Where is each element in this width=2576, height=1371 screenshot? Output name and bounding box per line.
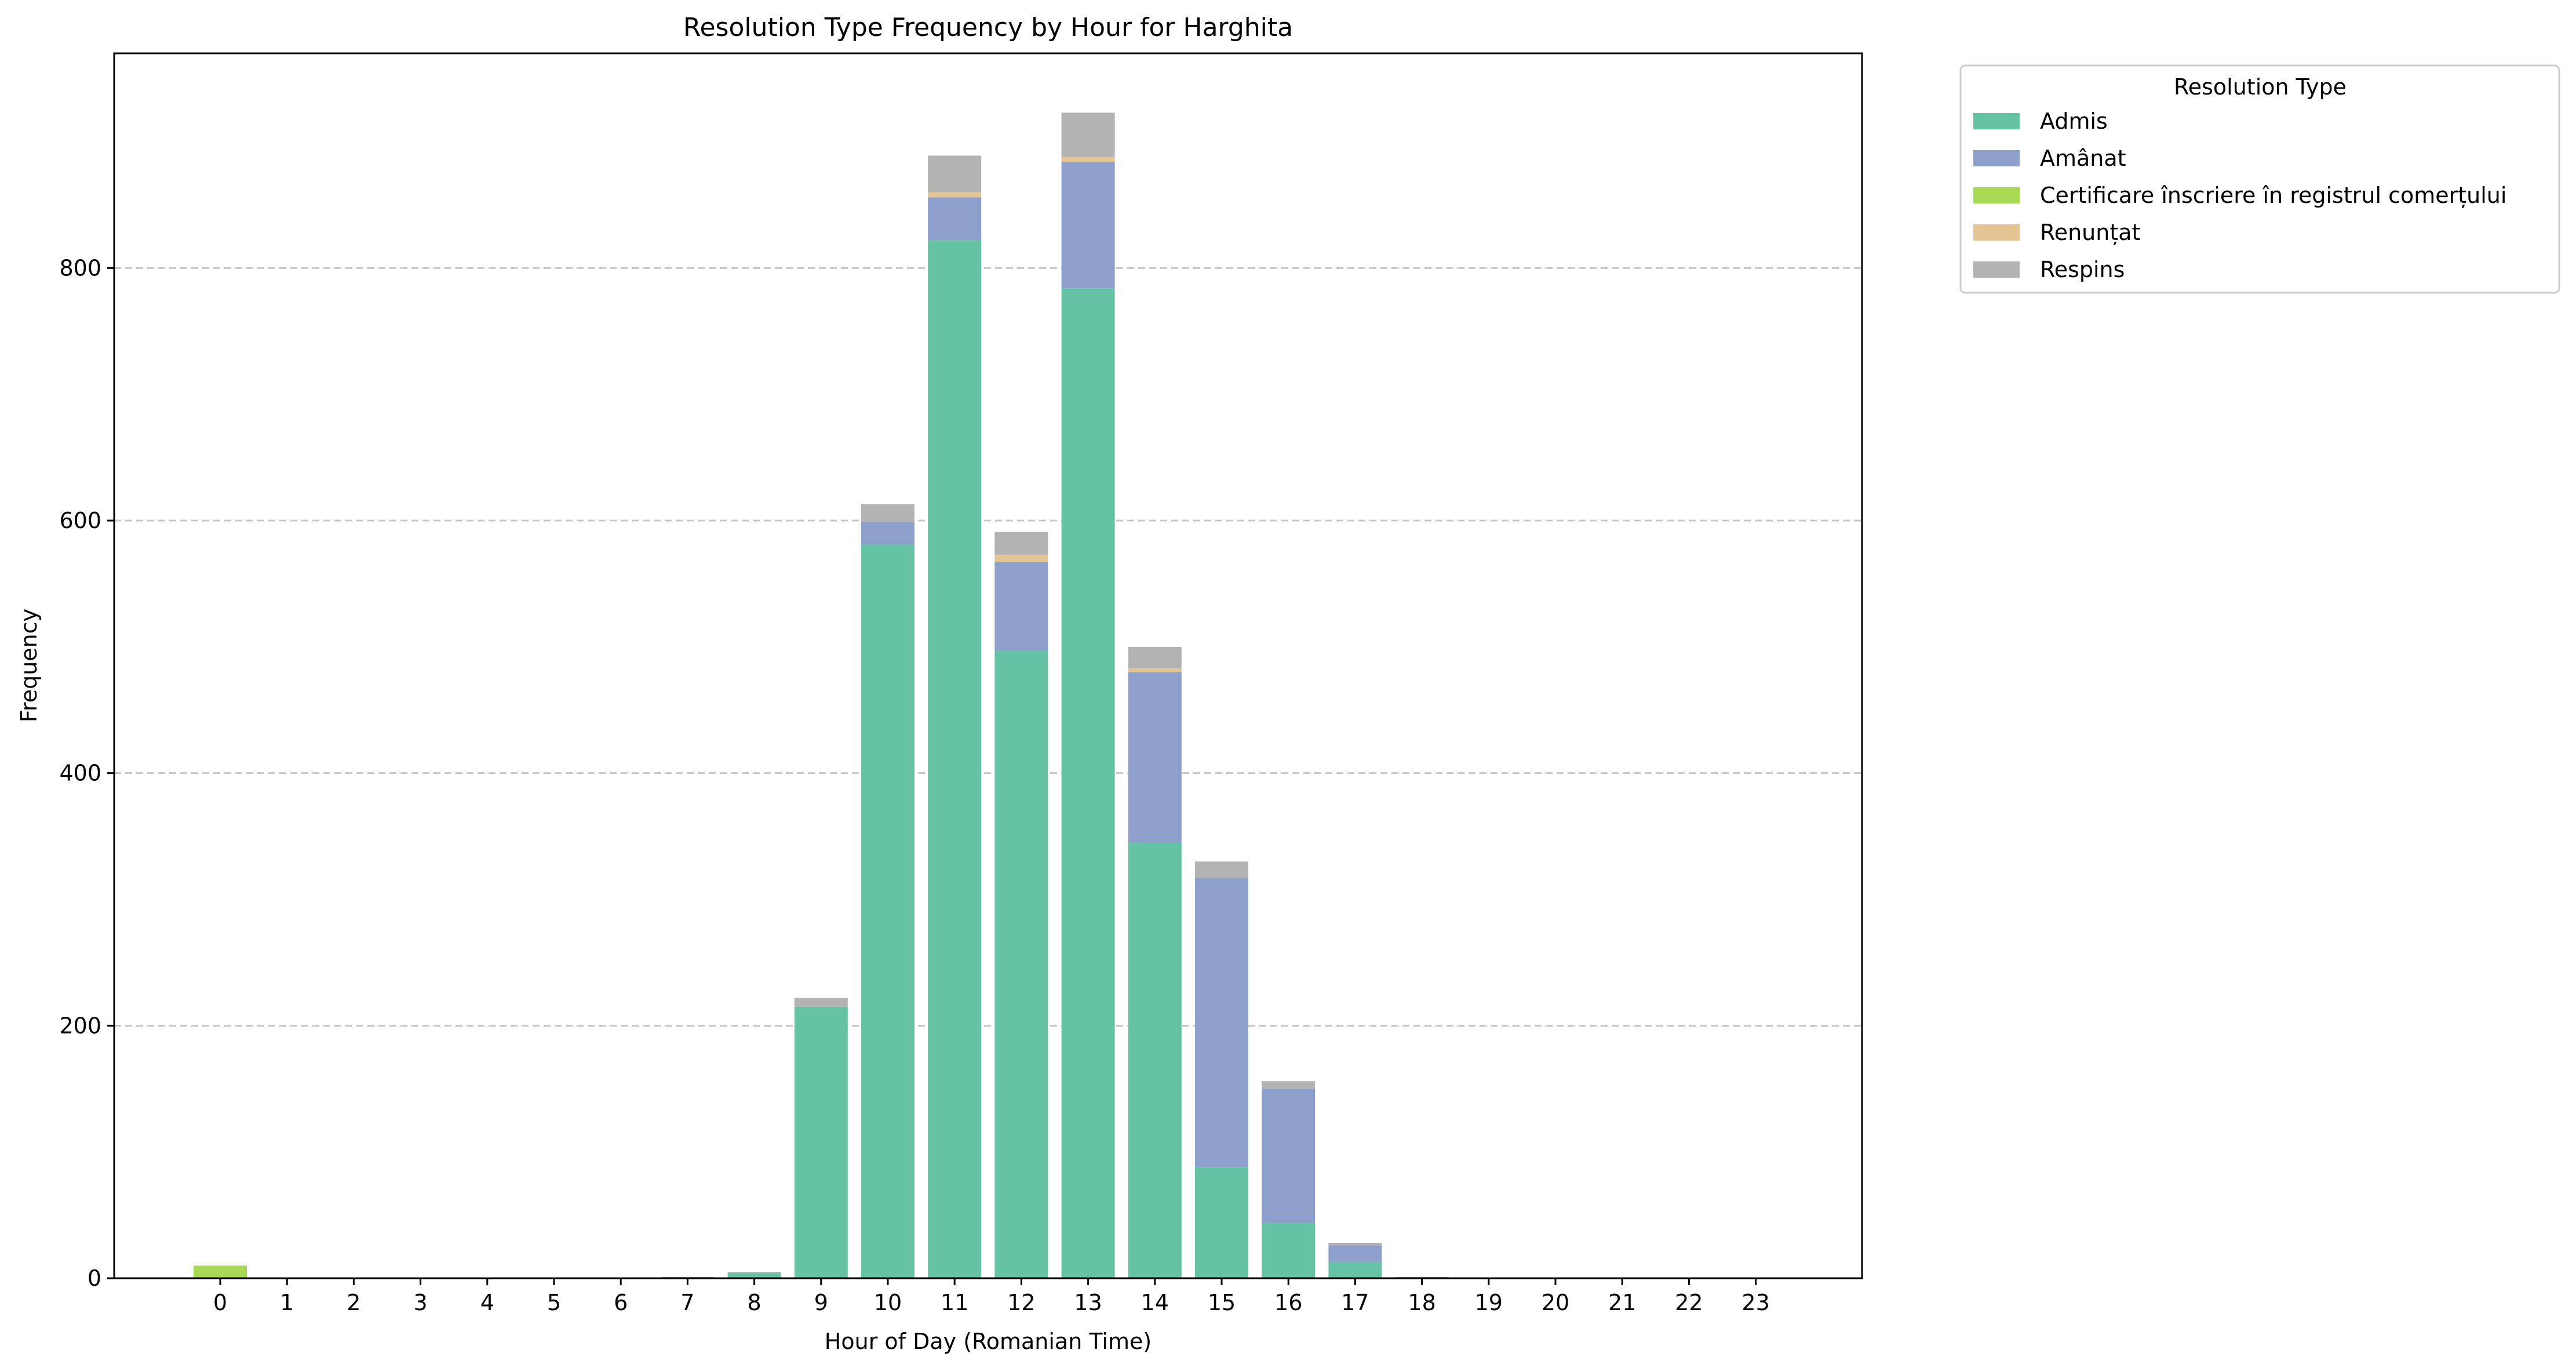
x-tick-label: 22 [1675, 1290, 1703, 1315]
x-tick-label: 1 [280, 1290, 294, 1315]
bar-segment [1128, 672, 1182, 843]
bar-segment [1128, 842, 1182, 1278]
bar-segment [1061, 162, 1115, 289]
legend-swatch [1973, 113, 2020, 129]
bar-segment [928, 197, 982, 241]
legend-swatch [1973, 224, 2020, 241]
bar-segment [1262, 1223, 1316, 1278]
x-tick-label: 9 [814, 1290, 828, 1315]
y-tick-label: 600 [59, 508, 101, 533]
bar-segment [1195, 861, 1248, 878]
legend-title: Resolution Type [2174, 74, 2347, 100]
bar-segment [1328, 1261, 1382, 1278]
bar-segment [794, 998, 848, 1007]
x-tick-label: 3 [414, 1290, 428, 1315]
y-tick-label: 0 [88, 1265, 101, 1291]
bar-segment [994, 650, 1048, 1278]
legend-label: Renunțat [2040, 220, 2140, 245]
x-tick-label: 19 [1475, 1290, 1503, 1315]
bar-segment [994, 562, 1048, 651]
bar-segment [928, 240, 982, 1278]
bar-segment [861, 544, 914, 1278]
bar-segment [994, 532, 1048, 555]
x-tick-label: 5 [547, 1290, 561, 1315]
legend-label: Respins [2040, 257, 2125, 282]
bar-segment [1262, 1089, 1316, 1223]
bar-segment [994, 554, 1048, 562]
bars [194, 112, 1449, 1278]
x-tick-label: 20 [1542, 1290, 1569, 1315]
x-tick-label: 15 [1208, 1290, 1236, 1315]
x-tick-label: 14 [1141, 1290, 1169, 1315]
legend: Resolution Type Admis Amânat Certificare î… [1959, 64, 2560, 294]
y-tick-label: 400 [59, 761, 101, 786]
bar-segment [1128, 646, 1182, 668]
bar-segment [1195, 1167, 1248, 1278]
bar-segment [727, 1272, 781, 1274]
chart-title: Resolution Type Frequency by Hour for Ha… [683, 13, 1293, 42]
bar-segment [861, 504, 914, 522]
y-tick-label: 800 [59, 255, 101, 281]
legend-box [1959, 64, 2560, 294]
x-tick-label: 12 [1007, 1290, 1035, 1315]
legend-label: Admis [2040, 108, 2108, 134]
x-tick-label: 13 [1074, 1290, 1102, 1315]
bar-segment [1262, 1081, 1316, 1089]
x-tick-label: 21 [1608, 1290, 1636, 1315]
bar-segment [928, 155, 982, 192]
x-tick-label: 18 [1408, 1290, 1435, 1315]
x-tick-label: 16 [1274, 1290, 1302, 1315]
bar-segment [1061, 157, 1115, 162]
gridlines [114, 267, 1862, 1027]
legend-swatch [1973, 261, 2020, 278]
bar-segment [1328, 1243, 1382, 1246]
x-tick-label: 0 [213, 1290, 227, 1315]
y-axis-label: Frequency [16, 609, 42, 722]
bar-segment [1195, 878, 1248, 1168]
legend-label: Amânat [2040, 146, 2126, 171]
x-tick-label: 8 [748, 1290, 761, 1315]
bar-segment [1328, 1245, 1382, 1262]
bar-segment [194, 1265, 247, 1278]
x-tick-label: 17 [1341, 1290, 1369, 1315]
y-tick-label: 200 [59, 1013, 101, 1038]
bar-segment [1061, 288, 1115, 1278]
x-tick-label: 4 [480, 1290, 494, 1315]
bar-segment [727, 1273, 781, 1278]
x-tick-label: 11 [941, 1290, 968, 1315]
x-tick-label: 23 [1741, 1290, 1769, 1315]
x-axis: 0 1 2 3 4 5 6 7 8 9 10 11 12 13 14 15 16 17 18 19 20 21 22 23 [213, 1278, 1770, 1315]
legend-items: Admis Amânat Certificare înscriere în regi… [1973, 108, 2506, 282]
plot-frame [113, 52, 1863, 1279]
x-tick-label: 7 [680, 1290, 694, 1315]
bar-segment [794, 1006, 848, 1278]
bar-segment [1061, 112, 1115, 157]
bar-segment [861, 522, 914, 545]
y-axis: 0 200 400 600 800 [59, 255, 114, 1291]
legend-label: Certificare înscriere în registrul comer… [2040, 183, 2506, 208]
bar-segment [928, 192, 982, 198]
x-tick-label: 2 [347, 1290, 360, 1315]
legend-swatch [1973, 187, 2020, 203]
bar-segment [1128, 668, 1182, 672]
x-axis-label: Hour of Day (Romanian Time) [825, 1329, 1152, 1354]
x-tick-label: 6 [614, 1290, 628, 1315]
legend-swatch [1973, 150, 2020, 166]
x-tick-label: 10 [874, 1290, 902, 1315]
